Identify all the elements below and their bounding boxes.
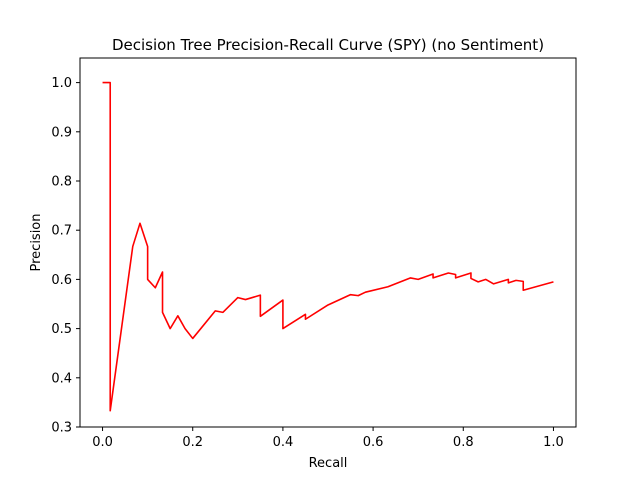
x-tick-label: 0.0 [92,435,113,450]
y-tick-label: 0.4 [51,371,72,386]
axis-ticks: 0.0 0.2 0.4 0.6 0.8 1.0 0.3 0.4 0.5 0.6 0.7 0.8 0.9 1… [51,76,563,450]
x-tick-label: 0.8 [453,435,474,450]
y-tick-label: 0.6 [51,273,72,288]
plot-frame [79,57,577,428]
y-tick-label: 0.5 [51,322,72,337]
x-axis-label: Recall [309,456,348,471]
y-tick-label: 0.7 [51,224,72,239]
x-tick-label: 0.4 [273,435,294,450]
y-tick-label: 0.8 [51,175,72,190]
x-tick-label: 1.0 [543,435,564,450]
y-axis-label: Precision [29,213,44,271]
y-tick-label: 0.3 [51,421,72,436]
chart-title: Decision Tree Precision-Recall Curve (SP… [112,36,544,54]
y-tick-label: 0.9 [51,125,72,140]
x-tick-label: 0.2 [182,435,203,450]
y-tick-label: 1.0 [51,76,72,91]
series-layer [102,81,554,412]
x-tick-label: 0.6 [363,435,384,450]
precision-recall-line [102,81,554,412]
